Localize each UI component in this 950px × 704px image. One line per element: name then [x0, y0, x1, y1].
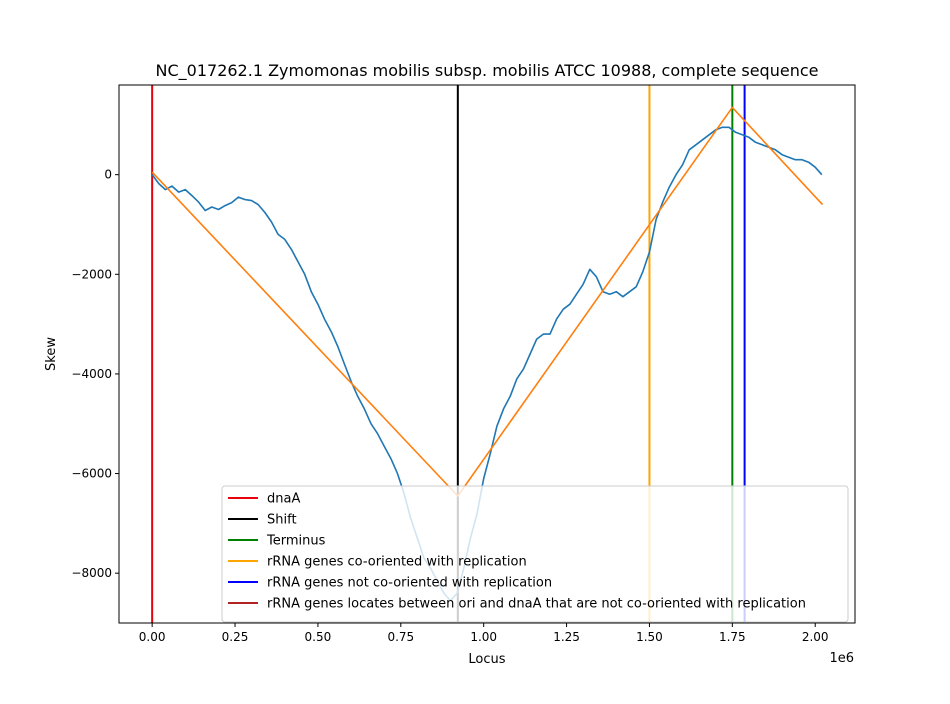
y-tick-label: 0	[104, 168, 112, 182]
legend-label: dnaA	[267, 492, 300, 507]
axes-frame	[118, 84, 856, 624]
series-line-1	[151, 106, 824, 497]
x-tick-label: 0.75	[387, 630, 414, 644]
legend-label: rRNA genes not co-oriented with replicat…	[267, 576, 552, 591]
legend-label: rRNA genes locates between ori and dnaA …	[267, 597, 806, 612]
x-axis-label: Locus	[468, 652, 505, 667]
legend-label: Terminus	[266, 534, 326, 549]
x-tick-label: 0.00	[139, 630, 166, 644]
x-tick-label: 1.25	[553, 630, 580, 644]
y-axis-label: Skew	[44, 337, 59, 371]
legend-box	[221, 485, 849, 623]
x-tick-label: 1.00	[470, 630, 497, 644]
series-line-0	[151, 126, 823, 602]
y-tick-label: −4000	[71, 367, 112, 381]
x-tick-label: 0.50	[305, 630, 332, 644]
x-axis-offset-label: 1e6	[829, 651, 854, 666]
x-tick-label: 1.75	[719, 630, 746, 644]
x-tick-label: 2.00	[802, 630, 829, 644]
y-tick-label: −2000	[71, 267, 112, 281]
legend-label: rRNA genes co-oriented with replication	[267, 555, 527, 570]
legend: dnaA Shift Terminus rRNA genes co-oriented …	[221, 485, 849, 623]
x-tick-label: 1.50	[636, 630, 663, 644]
x-tick-label: 0.25	[222, 630, 249, 644]
chart-title: NC_017262.1 Zymomonas mobilis subsp. mob…	[156, 61, 819, 81]
y-tick-label: −8000	[71, 566, 112, 580]
y-tick-label: −6000	[71, 467, 112, 481]
legend-label: Shift	[267, 513, 297, 528]
